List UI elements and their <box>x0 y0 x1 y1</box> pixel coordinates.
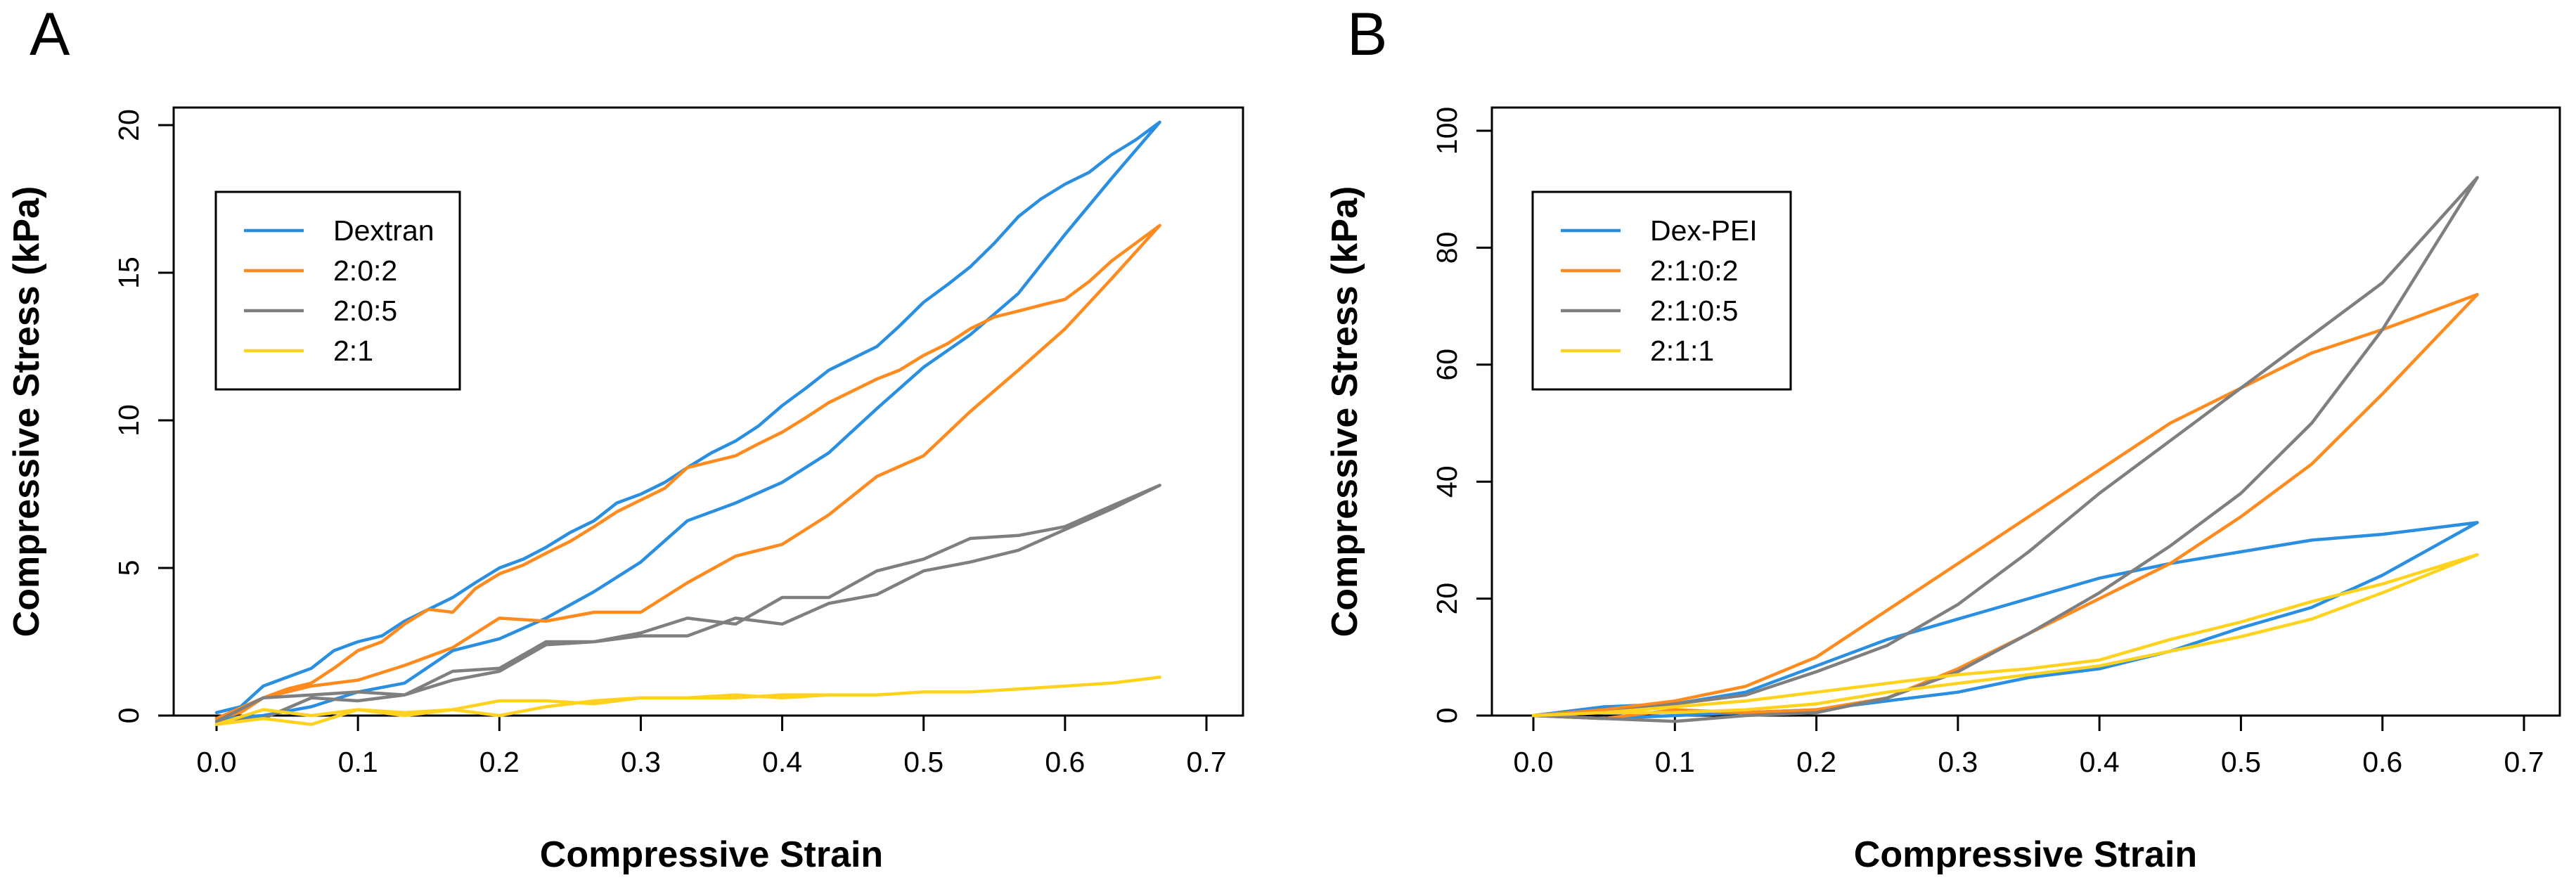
panel-a-x-tick-label: 0.2 <box>479 746 520 778</box>
panel-a-y-tick-label: 10 <box>112 404 145 437</box>
panel-a-plot-frame <box>172 106 1244 717</box>
panel-b-y-tick-label: 60 <box>1431 349 1463 381</box>
panel-a-y-tick-label: 20 <box>112 109 145 141</box>
panel-b-legend-label: 2:1:0:2 <box>1650 254 1738 287</box>
panel-b-x-tick-label: 0.6 <box>2362 746 2402 778</box>
panel-a-legend-label: 2:0:2 <box>333 254 397 287</box>
panel-a-series-dextran-line <box>214 120 1161 720</box>
panel-a-series-2-0-5-line <box>214 484 1161 723</box>
panel-b-y-tick-label: 100 <box>1431 107 1463 155</box>
panel-a-y-tick-label: 5 <box>112 560 145 576</box>
panel-b-y-tick-label: 40 <box>1431 465 1463 498</box>
panel-b-x-tick-label: 0.5 <box>2221 746 2261 778</box>
panel-b-x-tick-label: 0.2 <box>1796 746 1836 778</box>
panel-b: B 0.0 0.1 0.2 0.3 0.4 0.5 0.6 0.7 0 20 40 60 80 100 Co… <box>1325 1 2561 875</box>
panel-b-series-2-1-1-line <box>1531 552 2479 718</box>
panel-a-x-tick-label: 0.5 <box>903 746 944 778</box>
panel-b-letter: B <box>1347 1 1387 68</box>
panel-a-series-2-0-2-line <box>214 224 1161 720</box>
panel-b-x-tick-label: 0.7 <box>2504 746 2544 778</box>
panel-a-y-axis-title: Compressive Stress (kPa) <box>6 186 47 638</box>
panel-b-legend-label: 2:1:0:5 <box>1650 295 1738 327</box>
panel-b-x-tick-label: 0.0 <box>1514 746 1554 778</box>
panel-b-legend-label: 2:1:1 <box>1650 335 1714 367</box>
panel-b-series-dex-pei-line <box>1531 521 2479 720</box>
panel-b-plot-frame <box>1490 106 2561 717</box>
panel-a-series-2-1-line <box>214 676 1161 726</box>
panel-a-legend-label: 2:1 <box>333 335 373 367</box>
panel-b-legend-label: Dex-PEI <box>1650 214 1758 247</box>
panel-a-x-tick-label: 0.4 <box>762 746 802 778</box>
panel-a-x-axis-title: Compressive Strain <box>540 834 883 875</box>
panel-b-x-tick-label: 0.1 <box>1655 746 1695 778</box>
panel-b-y-tick-label: 20 <box>1431 583 1463 615</box>
panel-b-x-tick-label: 0.4 <box>2080 746 2120 778</box>
panel-a-x-tick-label: 0.3 <box>621 746 661 778</box>
panel-b-legend-box <box>1531 190 1792 391</box>
panel-a-legend-label: Dextran <box>333 214 434 247</box>
panel-a-x-tick-label: 0.6 <box>1045 746 1085 778</box>
panel-a: A 0.0 0.1 0.2 0.3 0.4 0.5 0.6 0.7 0 5 10 15 20 Compre… <box>6 1 1244 875</box>
panel-b-y-tick-label: 0 <box>1431 708 1463 724</box>
panel-b-y-axis-title: Compressive Stress (kPa) <box>1325 186 1365 638</box>
panel-a-x-tick-label: 0.7 <box>1187 746 1227 778</box>
panel-a-letter: A <box>30 1 70 68</box>
panel-a-y-tick-label: 15 <box>112 257 145 289</box>
panel-b-series-2-1-0-2-line <box>1531 292 2479 720</box>
panel-b-x-tick-label: 0.3 <box>1938 746 1978 778</box>
panel-b-x-axis-title: Compressive Strain <box>1854 834 2197 875</box>
panel-b-y-tick-label: 80 <box>1431 232 1463 264</box>
panel-a-x-tick-label: 0.1 <box>338 746 378 778</box>
panel-a-legend-label: 2:0:5 <box>333 295 397 327</box>
panel-b-series-2-1-0-5-line <box>1531 176 2479 723</box>
panel-a-legend-box <box>214 190 461 391</box>
panel-a-x-tick-label: 0.0 <box>197 746 237 778</box>
panel-a-y-tick-label: 0 <box>112 708 145 724</box>
